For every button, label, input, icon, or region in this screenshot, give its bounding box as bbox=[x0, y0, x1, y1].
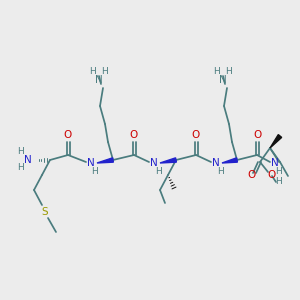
Text: H: H bbox=[276, 167, 282, 176]
Text: H: H bbox=[217, 167, 224, 176]
Text: N: N bbox=[87, 158, 95, 168]
Text: O: O bbox=[248, 170, 256, 180]
Text: H: H bbox=[226, 67, 232, 76]
Text: O: O bbox=[253, 130, 261, 140]
Text: H: H bbox=[214, 67, 220, 76]
Text: H: H bbox=[102, 67, 108, 76]
Text: N: N bbox=[271, 158, 279, 168]
Polygon shape bbox=[97, 158, 113, 163]
Text: O: O bbox=[64, 130, 72, 140]
Text: H: H bbox=[18, 148, 24, 157]
Text: S: S bbox=[42, 207, 48, 217]
Text: N: N bbox=[95, 75, 103, 85]
Text: N: N bbox=[150, 158, 158, 168]
Text: H: H bbox=[18, 164, 24, 172]
Text: O: O bbox=[268, 170, 276, 180]
Polygon shape bbox=[160, 158, 176, 163]
Polygon shape bbox=[222, 158, 237, 163]
Text: N: N bbox=[212, 158, 220, 168]
Polygon shape bbox=[270, 135, 282, 148]
Text: H: H bbox=[90, 67, 96, 76]
Text: N: N bbox=[219, 75, 227, 85]
Text: O: O bbox=[192, 130, 200, 140]
Text: N: N bbox=[24, 155, 32, 165]
Text: H: H bbox=[154, 167, 161, 176]
Text: O: O bbox=[130, 130, 138, 140]
Text: H: H bbox=[92, 167, 98, 176]
Text: H: H bbox=[274, 178, 281, 187]
